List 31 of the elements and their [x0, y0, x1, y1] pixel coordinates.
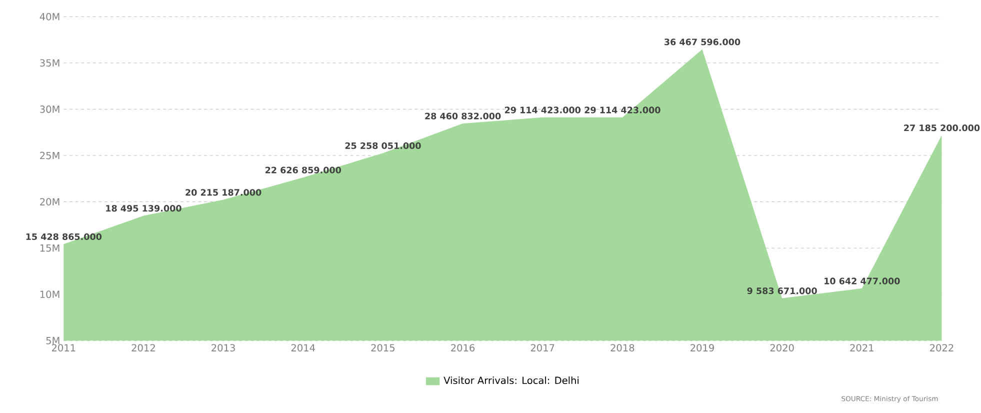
x-tick-label: 2022: [930, 344, 954, 352]
data-label: 36 467 596.000: [664, 38, 740, 46]
x-tick-label: 2021: [850, 344, 874, 352]
x-tick-label: 2012: [132, 344, 155, 352]
x-tick-label: 2017: [530, 344, 554, 352]
data-label: 27 185 200.000: [904, 124, 980, 132]
y-tick-label: 10M: [40, 290, 60, 298]
x-tick-label: 2011: [52, 344, 76, 352]
x-tick-label: 2020: [770, 344, 794, 352]
data-label: 15 428 865.000: [26, 233, 102, 240]
y-tick-label: 25M: [40, 152, 60, 160]
x-tick-label: 2015: [371, 344, 394, 352]
y-tick-label: 30M: [40, 105, 60, 113]
y-tick-label: 20M: [40, 198, 60, 206]
data-label: 25 258 051.000: [345, 142, 421, 149]
data-label: 18 495 139.000: [106, 204, 182, 212]
data-label: 22 626 859.000: [265, 166, 342, 174]
data-label: 20 215 187.000: [186, 189, 262, 196]
y-tick-label: 35M: [40, 59, 60, 67]
data-label: 9 583 671.000: [747, 287, 817, 294]
x-tick-label: 2018: [610, 344, 634, 352]
x-tick-label: 2019: [690, 344, 714, 352]
data-label: 28 460 832.000: [425, 112, 501, 120]
y-tick-label: 15M: [40, 244, 60, 252]
data-label: 29 114 423.000: [504, 106, 580, 114]
x-tick-label: 2013: [212, 344, 235, 352]
x-tick-label: 2016: [451, 344, 475, 352]
x-tick-label: 2014: [291, 344, 315, 352]
y-tick-label: 40M: [40, 12, 60, 20]
legend-label: Visitor Arrivals: Local: Delhi: [444, 376, 578, 384]
y-tick-label: 5M: [46, 336, 60, 344]
